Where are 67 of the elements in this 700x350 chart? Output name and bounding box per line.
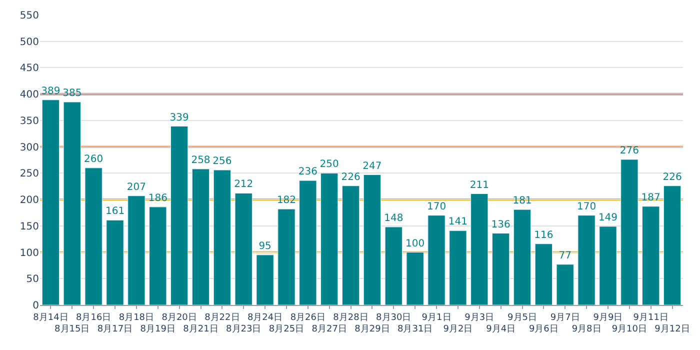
y-tick-label: 450 xyxy=(20,63,39,74)
x-tick-label: 8月26日 xyxy=(290,312,326,323)
y-tick-label: 250 xyxy=(20,168,39,180)
y-tick-label: 500 xyxy=(20,36,39,48)
x-tick-label: 8月28日 xyxy=(333,312,368,323)
x-tick-label: 8月14日 xyxy=(33,312,68,323)
x-tick-label: 8月20日 xyxy=(162,312,197,323)
x-tick-label: 9月12日 xyxy=(654,324,690,334)
data-label: 236 xyxy=(298,166,318,178)
y-tick-label: 50 xyxy=(26,274,39,286)
x-tick-label: 8月31日 xyxy=(397,324,433,334)
y-tick-label: 150 xyxy=(20,221,39,232)
data-label: 226 xyxy=(662,172,682,183)
data-label: 141 xyxy=(448,216,468,228)
data-label: 212 xyxy=(234,179,254,190)
data-label: 136 xyxy=(491,219,510,230)
y-tick-label: 300 xyxy=(20,142,39,154)
x-tick-label: 9月5日 xyxy=(508,312,537,323)
x-tick-label: 8月24日 xyxy=(247,312,283,323)
x-tick-label: 8月30日 xyxy=(376,312,412,323)
x-tick-label: 9月8日 xyxy=(572,324,602,334)
data-label: 77 xyxy=(558,250,572,262)
x-tick-label: 9月11日 xyxy=(633,312,668,323)
data-label: 258 xyxy=(191,154,210,166)
y-tick-label: 550 xyxy=(20,10,39,22)
data-label: 389 xyxy=(41,86,60,97)
data-label: 260 xyxy=(84,154,104,165)
x-tick-label: 8月23日 xyxy=(226,324,262,334)
data-label: 276 xyxy=(620,145,639,156)
x-tick-label: 8月18日 xyxy=(118,312,154,323)
x-tick-label: 9月9日 xyxy=(593,312,623,323)
x-tick-label: 9月6日 xyxy=(528,324,558,334)
x-tick-label: 9月4日 xyxy=(486,324,516,334)
x-tick-label: 8月27日 xyxy=(312,324,347,334)
data-label: 149 xyxy=(598,212,618,224)
data-label: 116 xyxy=(534,230,554,241)
x-tick-label: 8月29日 xyxy=(354,324,390,334)
data-label: 161 xyxy=(105,206,125,218)
y-tick-label: 200 xyxy=(20,195,39,206)
x-tick-label: 8月19日 xyxy=(140,324,176,334)
data-label: 170 xyxy=(577,201,596,212)
y-tick-label: 0 xyxy=(32,300,39,312)
data-label: 226 xyxy=(341,172,360,183)
x-tick-label: 9月10日 xyxy=(612,324,648,334)
data-label: 339 xyxy=(170,112,189,124)
x-tick-label: 9月7日 xyxy=(550,312,580,323)
data-label: 211 xyxy=(470,180,489,191)
y-tick-label: 400 xyxy=(20,90,39,101)
x-tick-label: 8月21日 xyxy=(183,324,218,334)
x-tick-label: 9月2日 xyxy=(443,324,473,334)
data-label: 170 xyxy=(426,201,446,212)
data-label: 100 xyxy=(406,238,425,250)
data-label: 207 xyxy=(126,182,146,193)
data-label: 148 xyxy=(384,212,404,224)
x-tick-label: 8月16日 xyxy=(76,312,112,323)
y-tick-label: 350 xyxy=(20,116,39,127)
x-tick-label: 8月22日 xyxy=(204,312,240,323)
data-label: 247 xyxy=(362,160,382,172)
x-tick-label: 9月1日 xyxy=(422,312,452,323)
y-tick-label: 100 xyxy=(20,248,39,259)
x-tick-label: 8月25日 xyxy=(268,324,304,334)
data-label: 95 xyxy=(258,240,272,252)
x-tick-label: 9月3日 xyxy=(464,312,494,323)
x-tick-label: 8月17日 xyxy=(97,324,133,334)
data-label: 250 xyxy=(320,159,339,170)
x-tick-label: 8月15日 xyxy=(54,324,90,334)
data-label: 256 xyxy=(212,156,232,168)
